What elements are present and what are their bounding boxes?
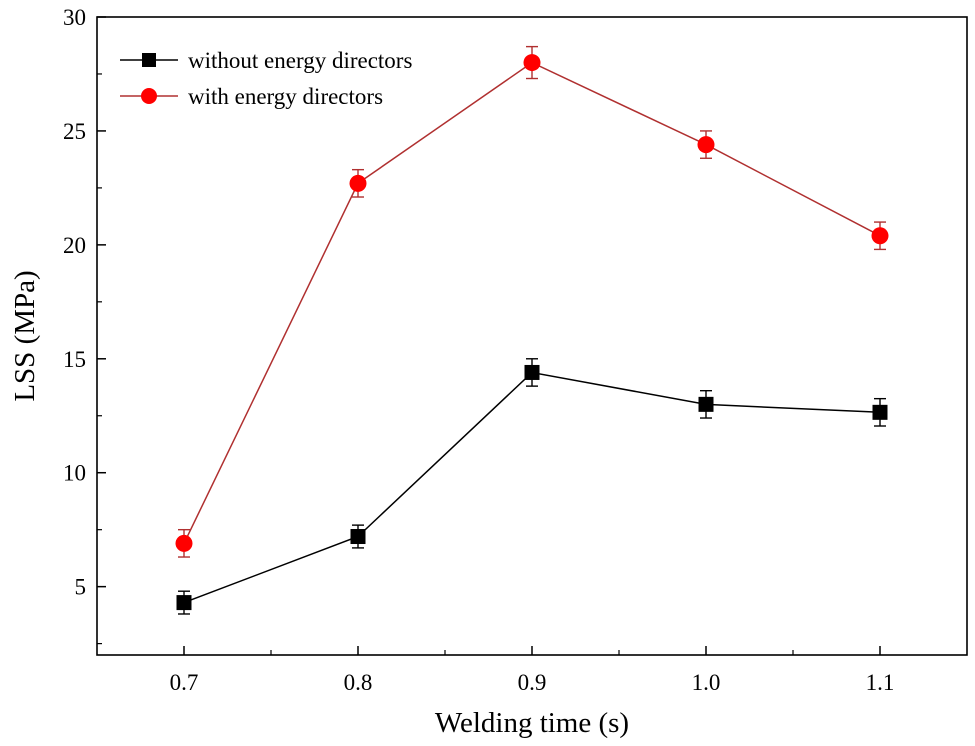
data-point-circle bbox=[349, 174, 367, 192]
y-axis-title: LSS (MPa) bbox=[9, 270, 41, 401]
y-tick-label: 5 bbox=[75, 575, 87, 600]
data-point-circle bbox=[175, 534, 193, 552]
x-axis-title: Welding time (s) bbox=[435, 707, 629, 739]
legend-label-with-energy-directors: with energy directors bbox=[188, 84, 383, 109]
y-tick-label: 10 bbox=[63, 461, 86, 486]
series-with-energy-directors bbox=[175, 45, 889, 558]
data-point-circle bbox=[697, 136, 715, 154]
x-tick-label: 0.9 bbox=[518, 670, 547, 695]
x-axis-ticks: 0.7 0.8 0.9 1.0 1.1 bbox=[170, 646, 895, 695]
legend: without energy directors with energy dir… bbox=[120, 48, 412, 109]
data-point-circle bbox=[871, 227, 889, 245]
legend-marker-square bbox=[142, 53, 156, 67]
plot-frame bbox=[96, 16, 968, 656]
series-layer bbox=[175, 45, 889, 615]
series-line bbox=[183, 371, 881, 604]
x-tick-label: 0.7 bbox=[170, 670, 199, 695]
data-point-circle bbox=[523, 54, 541, 72]
x-tick-label: 1.0 bbox=[692, 670, 721, 695]
y-tick-label: 20 bbox=[63, 233, 86, 258]
data-point-square bbox=[872, 404, 888, 420]
x-tick-label: 0.8 bbox=[344, 670, 373, 695]
data-point-square bbox=[176, 595, 192, 611]
series-without-energy-directors bbox=[176, 358, 888, 615]
legend-label-without-energy-directors: without energy directors bbox=[188, 48, 412, 73]
y-axis-ticks: 5 10 15 20 25 30 bbox=[63, 5, 106, 645]
legend-marker-circle bbox=[141, 88, 157, 104]
data-point-square bbox=[350, 529, 366, 545]
data-point-square bbox=[698, 396, 714, 412]
series-line bbox=[183, 61, 881, 544]
data-point-square bbox=[524, 364, 540, 380]
y-tick-label: 15 bbox=[63, 347, 86, 372]
y-tick-label: 25 bbox=[63, 119, 86, 144]
y-tick-label: 30 bbox=[63, 5, 86, 30]
x-tick-label: 1.1 bbox=[866, 670, 895, 695]
